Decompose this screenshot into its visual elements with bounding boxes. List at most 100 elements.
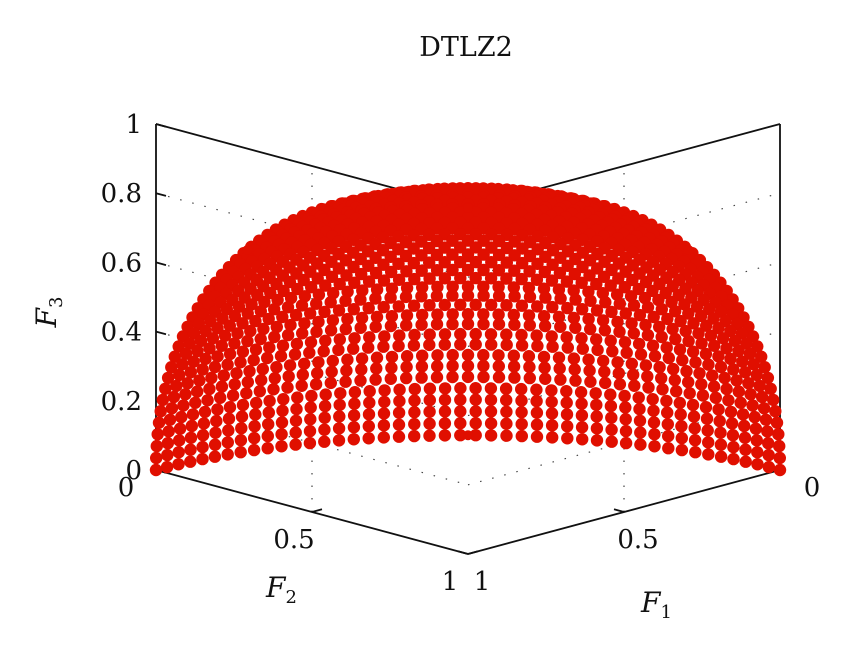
data-point [500,429,513,442]
data-point [274,349,288,363]
data-point [209,426,222,439]
data-point [430,264,444,277]
f3-tick-label: 0.8 [101,179,142,209]
data-point [332,304,346,317]
data-point [687,410,701,423]
data-point [438,382,452,395]
data-point [515,272,528,286]
f3-tick-label: 0.4 [101,318,142,348]
data-point [560,331,573,344]
data-point [173,422,187,435]
data-point [243,365,256,378]
data-point [223,347,237,361]
data-point [516,256,529,270]
data-point [438,256,451,269]
data-point [438,429,452,442]
data-point [241,307,254,320]
data-point [484,405,498,418]
data-point [235,422,248,435]
data-point [385,310,399,323]
data-point [408,382,421,396]
tick-labels: 0 0.2 0.4 0.6 0.8 1 0 0.5 1 0 0.5 1 [101,110,821,597]
data-point [492,308,505,321]
data-point [196,452,209,466]
data-point [332,422,346,435]
data-point [186,408,200,421]
data-point [569,293,582,306]
data-point [430,318,444,331]
data-point [611,315,624,329]
data-point [477,359,490,373]
data-point [522,350,536,363]
data-point [727,363,740,376]
data-point [161,448,174,462]
data-point [240,387,253,400]
data-point [753,379,766,393]
data-point [633,414,647,427]
data-point [261,442,274,455]
data-point [289,308,303,322]
data-point [722,394,735,407]
data-point [560,275,574,288]
data-point [694,309,708,323]
data-point [477,263,490,277]
data-point [385,265,398,279]
data-point [211,403,224,416]
data-point [561,432,574,445]
data-point [304,413,317,426]
data-point [484,328,498,341]
data-point [334,387,347,400]
data-point [423,417,436,430]
data-point [582,353,595,366]
data-point [682,375,695,389]
data-point [500,417,513,430]
data-point [261,351,274,365]
data-point [576,342,589,355]
data-point [560,385,573,398]
data-point [369,373,382,386]
data-point [415,371,428,384]
data-point [173,368,186,382]
data-point [304,401,317,414]
data-point [423,256,436,269]
data-point [554,292,567,305]
data-point [370,310,384,324]
data-point [275,428,288,441]
data-point [423,299,436,312]
data-point [234,446,247,459]
data-point [750,368,763,382]
data-point [423,405,436,418]
f3-tick-label: 1 [125,110,142,140]
data-point [152,416,166,429]
data-point [545,395,558,409]
data-point [736,355,749,368]
data-point [552,351,566,364]
data-point [161,437,174,450]
data-point [193,374,206,387]
data-point [591,343,604,357]
data-point [392,273,406,286]
data-point [438,298,451,312]
data-point [605,423,618,436]
data-point [748,410,761,424]
data-point [284,318,297,332]
data-point [226,389,240,402]
sample-point [463,430,473,441]
data-point [507,360,521,373]
data-point [262,312,275,326]
data-point [693,367,706,380]
data-point [683,387,696,400]
data-point [187,355,200,368]
data-point [454,298,467,311]
data-point [325,270,339,283]
data-point [660,341,673,354]
sample-point [463,203,473,213]
data-point [223,319,236,332]
data-point [598,324,612,337]
data-point [567,352,581,365]
chart-title: DTLZ2 [419,32,513,63]
data-point [682,334,695,348]
data-point [647,310,660,324]
data-point [196,363,209,376]
data-point [179,347,193,360]
